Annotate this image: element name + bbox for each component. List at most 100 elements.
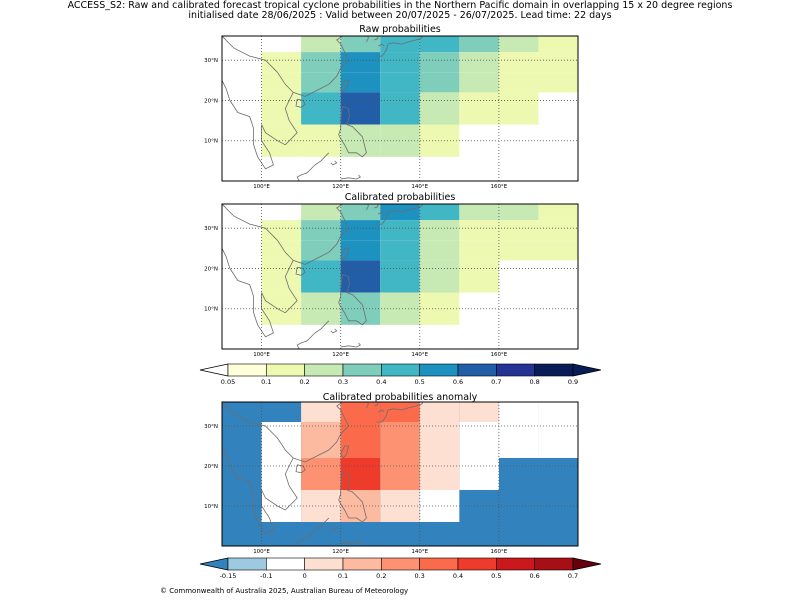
y-tick-label: 10°N bbox=[204, 504, 218, 510]
probability-cell bbox=[459, 92, 499, 125]
probability-cell bbox=[261, 240, 302, 261]
coastline bbox=[293, 204, 350, 265]
probability-cell bbox=[498, 204, 539, 221]
colorbar-1: -0.15 -0.1 0 0.1 0.2 0.3 0.4 0.5 0.6 0.7 bbox=[199, 557, 602, 580]
probability-cell bbox=[340, 204, 381, 221]
probability-cell bbox=[301, 92, 341, 125]
probability-cell bbox=[301, 72, 341, 93]
probability-cell bbox=[261, 422, 302, 458]
probability-cell bbox=[538, 220, 578, 241]
probability-cell bbox=[380, 422, 420, 458]
probability-cell bbox=[301, 52, 341, 73]
figure-subtitle: initialised date 28/06/2025 : Valid betw… bbox=[188, 10, 612, 21]
colorbar-segment bbox=[534, 557, 574, 571]
colorbar-tick-label: 0.4 bbox=[376, 378, 386, 386]
colorbar-segment bbox=[419, 557, 459, 571]
colorbar-tick-label: 0.05 bbox=[221, 378, 235, 386]
x-tick-label: 160°E bbox=[491, 549, 508, 555]
colorbar-tick-label: 0.6 bbox=[453, 378, 463, 386]
x-tick-label: 160°E bbox=[491, 184, 508, 190]
probability-cell bbox=[538, 72, 578, 93]
probability-cell bbox=[538, 36, 578, 53]
probability-cell bbox=[261, 92, 302, 125]
colorbar-0: 0.05 0.1 0.2 0.3 0.4 0.5 0.6 0.7 0.8 0.9 bbox=[199, 363, 602, 386]
colorbar-segment bbox=[304, 363, 344, 377]
colorbar-tick-label: 0 bbox=[303, 572, 307, 580]
coastline bbox=[338, 106, 367, 158]
coastline bbox=[330, 328, 338, 334]
probability-cell bbox=[301, 36, 341, 53]
probability-cell bbox=[498, 72, 539, 93]
coastline bbox=[376, 204, 424, 225]
probability-cell bbox=[301, 204, 341, 221]
probability-cell bbox=[301, 124, 341, 157]
coastline bbox=[376, 402, 424, 423]
probability-cell bbox=[261, 458, 302, 490]
probability-cell bbox=[419, 240, 460, 261]
x-tick-label: 140°E bbox=[411, 549, 428, 555]
colorbar-over-arrow bbox=[572, 557, 602, 571]
y-tick-label: 20°N bbox=[204, 464, 218, 470]
probability-cell bbox=[419, 422, 460, 458]
raw-panel-title: Raw probabilities bbox=[359, 24, 441, 35]
probability-cell bbox=[459, 240, 499, 261]
coastline bbox=[374, 204, 379, 209]
x-tick-label: 100°E bbox=[253, 549, 270, 555]
probability-cell bbox=[301, 292, 341, 325]
coastline bbox=[295, 266, 306, 276]
colorbar-segment bbox=[266, 557, 305, 571]
coastline bbox=[378, 409, 385, 413]
colorbar-segment bbox=[342, 557, 382, 571]
probability-cell bbox=[498, 240, 539, 261]
probability-cell bbox=[419, 72, 460, 93]
probability-cell bbox=[261, 260, 302, 293]
probability-cell bbox=[459, 402, 499, 422]
probability-cell bbox=[538, 52, 578, 73]
probability-cell bbox=[538, 402, 578, 422]
probability-cell bbox=[340, 52, 381, 73]
coastline bbox=[378, 43, 385, 47]
colorbar-tick-label: 0.5 bbox=[491, 572, 501, 580]
coastline bbox=[222, 204, 298, 338]
coastline bbox=[222, 36, 298, 170]
probability-cell bbox=[419, 52, 460, 73]
colorbar-under-arrow bbox=[199, 363, 229, 377]
map-panel-2: 100°E 120°E 140°E 160°E 10°N 20°N 30°N bbox=[204, 401, 579, 555]
probability-cell bbox=[340, 458, 381, 490]
coastline bbox=[374, 402, 379, 407]
map-frame bbox=[221, 401, 579, 547]
probability-cell bbox=[419, 220, 460, 241]
colorbar-segment bbox=[534, 363, 574, 377]
coastline bbox=[295, 464, 306, 474]
coastline bbox=[366, 204, 369, 211]
probability-cell bbox=[380, 458, 420, 490]
x-tick-label: 100°E bbox=[253, 184, 270, 190]
probability-cell bbox=[380, 72, 420, 93]
probability-cell bbox=[459, 52, 499, 73]
map-panel-1: 100°E 120°E 140°E 160°E 10°N 20°N 30°N bbox=[204, 203, 579, 358]
probability-cell bbox=[301, 422, 341, 458]
colorbar-segment bbox=[457, 363, 497, 377]
y-tick-label: 10°N bbox=[204, 307, 218, 313]
probability-cell bbox=[340, 220, 381, 241]
probability-cell bbox=[340, 260, 381, 293]
probability-cell bbox=[498, 422, 539, 458]
x-tick-label: 140°E bbox=[411, 352, 428, 358]
colorbar-tick-label: 0.2 bbox=[299, 378, 309, 386]
y-tick-label: 20°N bbox=[204, 266, 218, 272]
probability-cell bbox=[538, 422, 578, 458]
coastline bbox=[338, 274, 367, 326]
colorbar-tick-label: 0.7 bbox=[568, 572, 578, 580]
probability-cell bbox=[419, 260, 460, 293]
coastline bbox=[378, 211, 385, 215]
probability-cell bbox=[498, 220, 539, 241]
colorbar-tick-label: 0.7 bbox=[491, 378, 501, 386]
x-tick-label: 120°E bbox=[332, 352, 349, 358]
probability-cell bbox=[301, 402, 341, 422]
colorbar-under-arrow bbox=[199, 557, 229, 571]
coastline bbox=[295, 98, 306, 108]
coastline bbox=[222, 402, 298, 535]
copyright-notice: © Commonwealth of Australia 2025, Austra… bbox=[160, 587, 409, 595]
map-frame bbox=[221, 35, 579, 182]
colorbar-tick-label: 0.3 bbox=[414, 572, 424, 580]
